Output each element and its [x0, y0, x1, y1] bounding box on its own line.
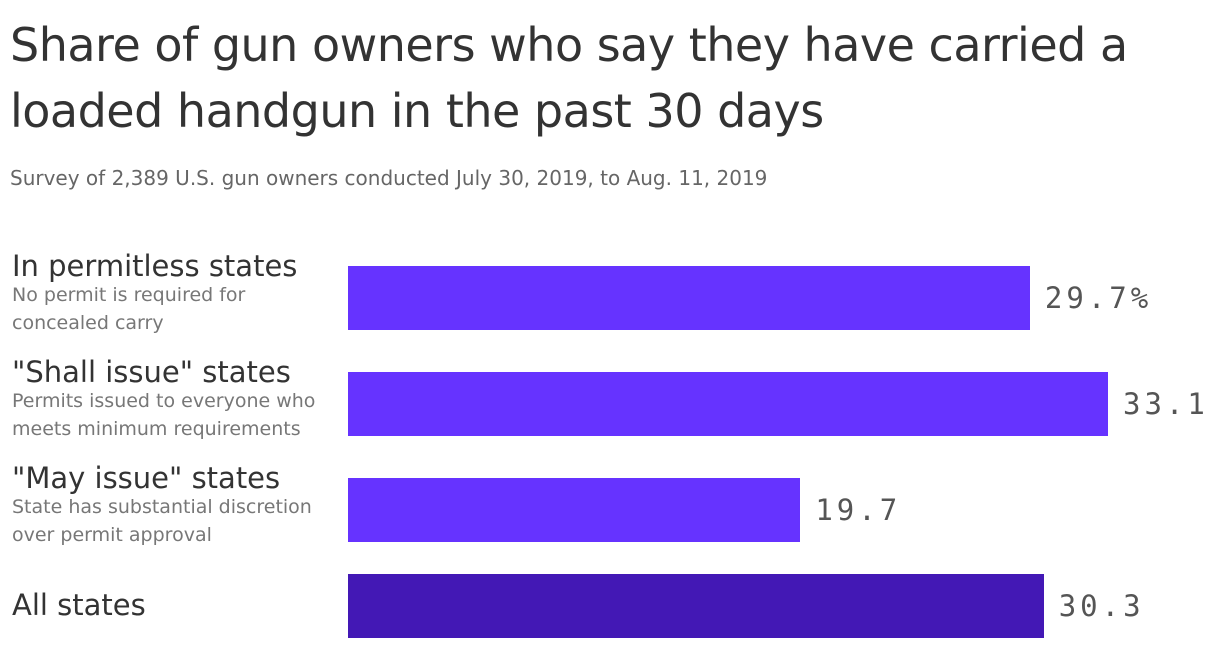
- category-description: State has substantial discretion over pe…: [12, 496, 312, 546]
- category-label: "Shall issue" states: [12, 355, 291, 389]
- bar: [348, 372, 1108, 436]
- bar: [348, 266, 1030, 330]
- bar: [348, 574, 1044, 638]
- category-label: In permitless states: [12, 249, 298, 283]
- category-label: All states: [12, 588, 146, 622]
- bar: [348, 478, 801, 542]
- chart-title: Share of gun owners who say they have ca…: [10, 18, 1128, 138]
- chart-subtitle: Survey of 2,389 U.S. gun owners conducte…: [10, 166, 768, 190]
- value-label: 30.3: [1058, 589, 1145, 623]
- category-label: "May issue" states: [12, 461, 281, 495]
- value-label: 19.7: [815, 493, 902, 527]
- category-description: No permit is required for concealed carr…: [12, 284, 246, 334]
- value-label: 29.7%: [1044, 281, 1153, 315]
- category-description: Permits issued to everyone who meets min…: [12, 390, 316, 440]
- value-label: 33.1: [1123, 387, 1209, 421]
